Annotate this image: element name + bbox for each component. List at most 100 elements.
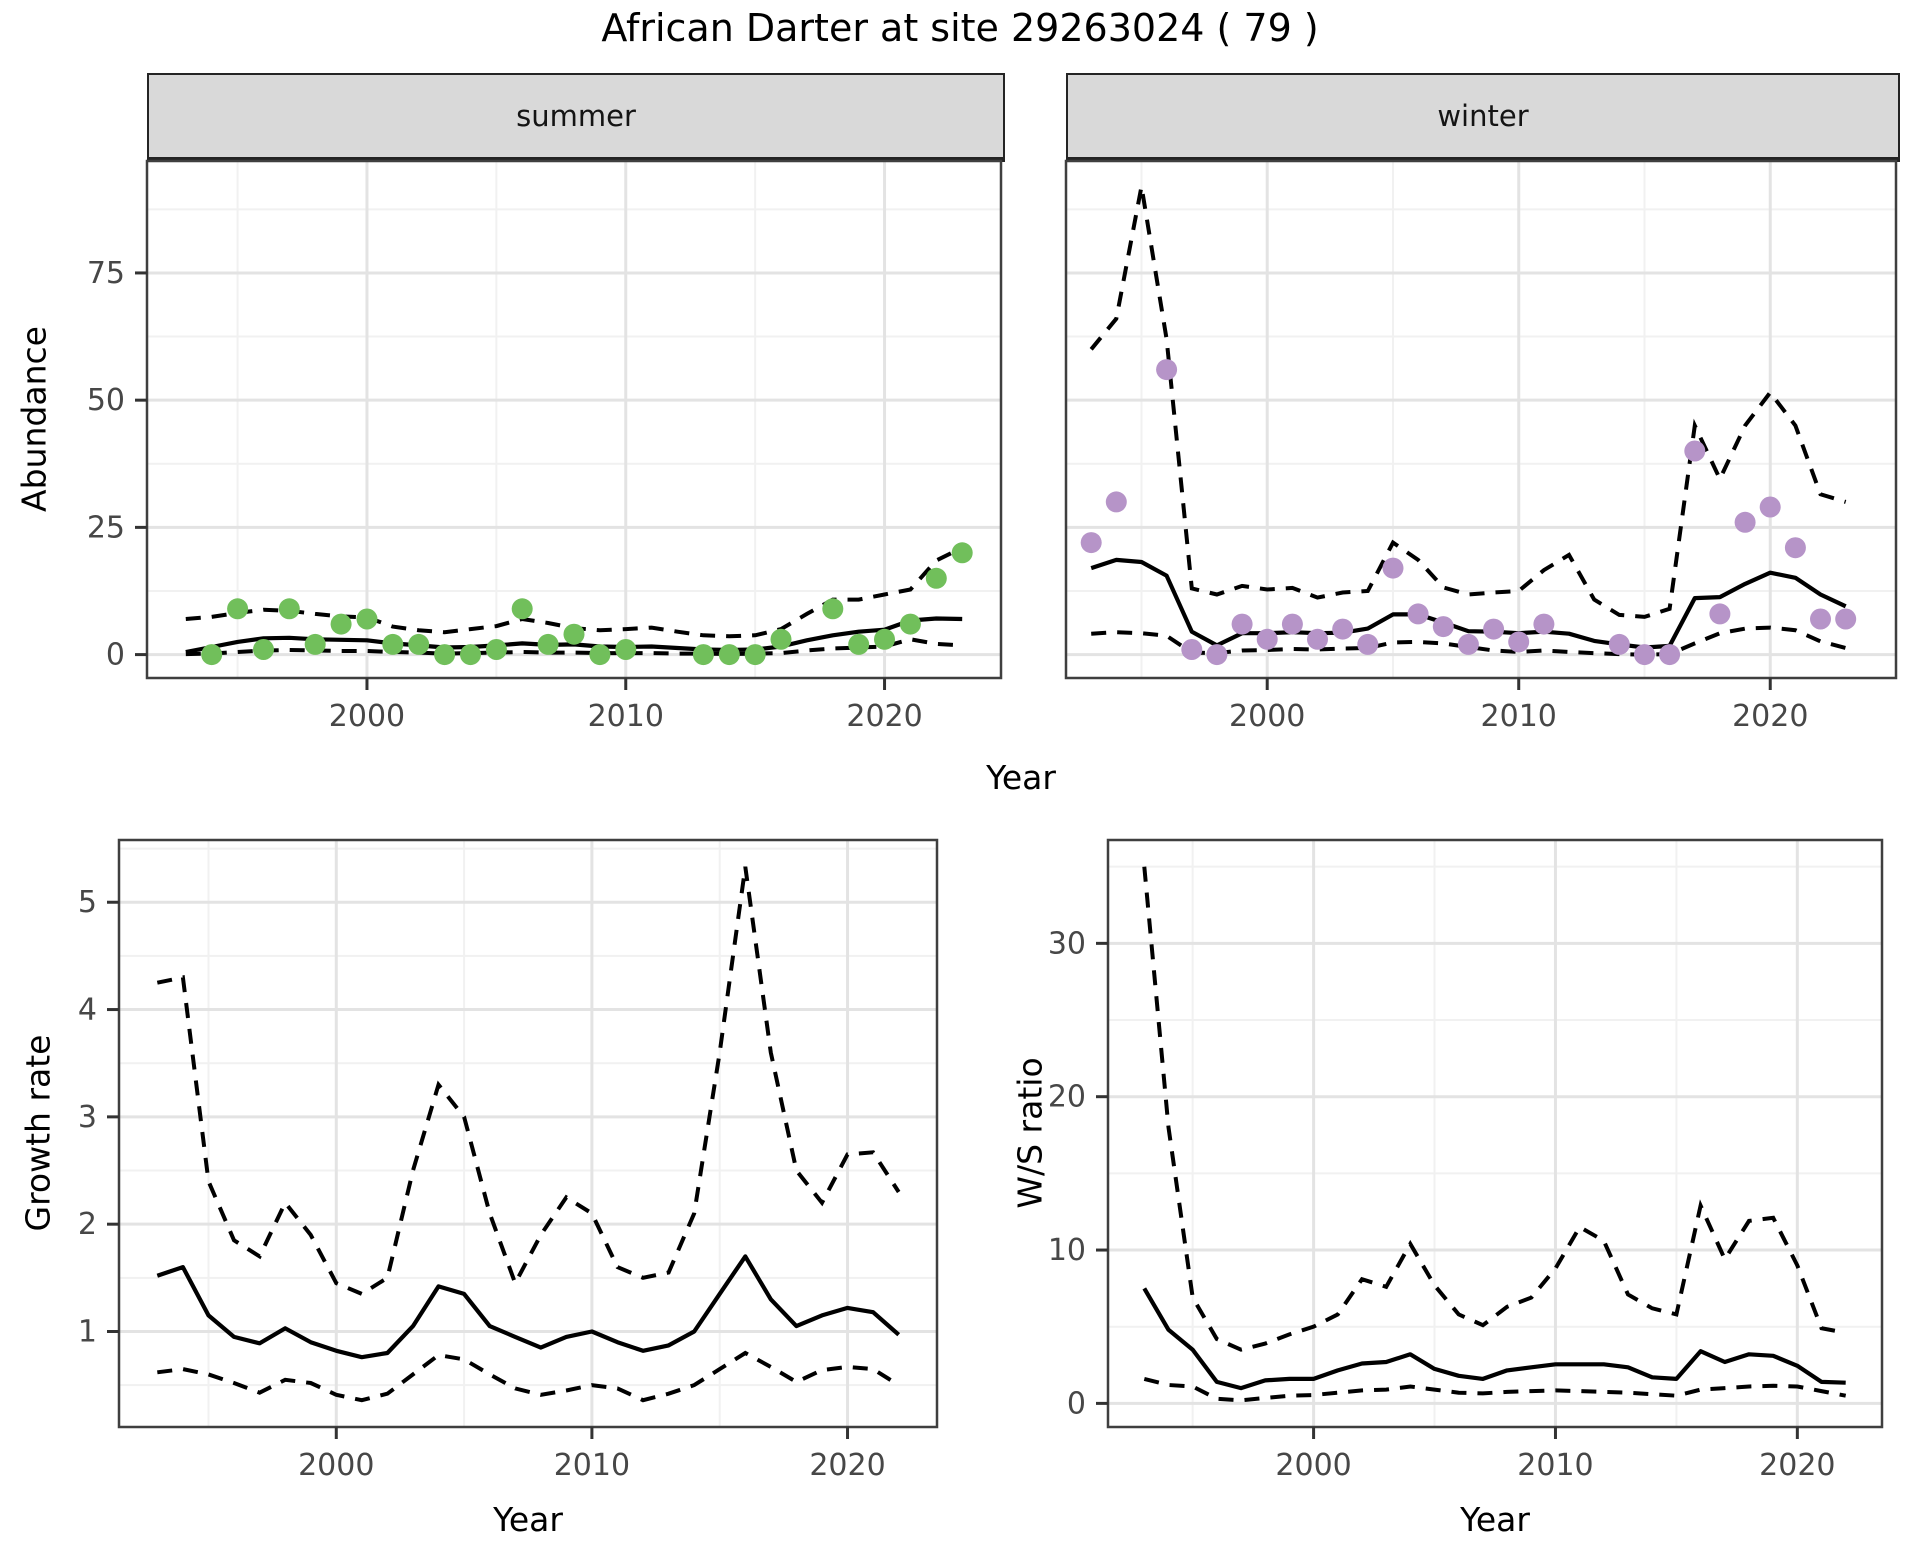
growth-y-tick-label: 5 [78, 885, 97, 920]
winter-point [1231, 613, 1253, 635]
summer-y-tick-label: 75 [87, 256, 125, 291]
summer-point [434, 644, 456, 666]
winter-point [1634, 644, 1655, 666]
summer-point [899, 613, 921, 635]
summer-point [744, 644, 766, 666]
summer-point [770, 628, 792, 650]
summer-point [615, 639, 637, 660]
ws-y-tick-label: 0 [1067, 1386, 1086, 1421]
summer-point [253, 639, 274, 660]
summer-point [925, 567, 947, 589]
growth-x-tick-label: 2010 [554, 1448, 630, 1483]
winter-x-tick-label: 2010 [1481, 699, 1557, 734]
plot-title: African Darter at site 29263024 ( 79 ) [601, 6, 1319, 50]
growth-grid [119, 840, 937, 1427]
growth-y-tick-label: 2 [78, 1207, 97, 1242]
abundance-axis-title: Abundance [14, 326, 54, 512]
growth-lower-ci-line [157, 1350, 900, 1403]
ws-grid [1108, 840, 1882, 1427]
summer-point [511, 598, 533, 620]
summer-upper-ci-line [185, 545, 964, 639]
winter-point [1332, 618, 1354, 640]
growth-chart: 2000 2010 2020 1 2 3 4 5 [78, 838, 939, 1483]
winter-point [1483, 618, 1505, 640]
ws-mean-line [1142, 1287, 1846, 1391]
summer-point [848, 633, 870, 655]
winter-point [1734, 511, 1756, 533]
ws-lower-ci-line [1143, 1376, 1847, 1403]
summer-point [201, 644, 223, 666]
winter-grid [1066, 161, 1896, 678]
summer-point [822, 598, 844, 620]
summer-point [227, 598, 249, 620]
winter-chart: 2000 2010 2020 [1064, 159, 1898, 734]
summer-y-tick-label: 0 [106, 638, 125, 673]
ws-x-tick-label: 2010 [1517, 1448, 1593, 1483]
ws-upper-ci-line [1142, 866, 1847, 1352]
summer-point [408, 633, 430, 655]
summer-grid [147, 161, 1001, 678]
facet-strip-summer-label: summer [516, 99, 636, 133]
winter-x-tick-label: 2020 [1732, 699, 1808, 734]
winter-point [1432, 616, 1454, 638]
summer-point [330, 613, 352, 635]
winter-point [1181, 639, 1203, 660]
summer-point [537, 633, 559, 655]
winter-point [1105, 491, 1127, 513]
winter-point [1608, 633, 1630, 655]
facet-strip-winter-label: winter [1437, 99, 1529, 133]
summer-point [692, 644, 714, 666]
winter-point [1357, 633, 1379, 655]
summer-y-tick-label: 50 [87, 383, 125, 418]
growth-year-axis-title: Year [493, 1500, 563, 1539]
ws-series [1142, 866, 1847, 1403]
winter-point [1206, 644, 1228, 666]
winter-data-points [1080, 359, 1857, 666]
summer-series [185, 542, 973, 666]
growth-x-tick-label: 2000 [298, 1448, 374, 1483]
growth-upper-ci-line [156, 866, 901, 1297]
growth-series [156, 866, 901, 1403]
ws-year-axis-title: Year [1460, 1500, 1530, 1539]
winter-point [1835, 608, 1857, 630]
summer-point [589, 644, 611, 666]
ws-panel-border [1106, 838, 1884, 1429]
summer-point [460, 644, 481, 666]
growth-panel-border [117, 838, 939, 1429]
growth-y-tick-label: 1 [78, 1314, 97, 1349]
winter-point [1256, 628, 1278, 650]
ws-y-tick-label: 10 [1048, 1233, 1086, 1268]
summer-point [718, 644, 740, 666]
winter-point [1659, 644, 1681, 666]
summer-point [304, 633, 326, 655]
winter-point [1382, 557, 1404, 579]
summer-chart: 2000 2010 2020 0 25 50 75 [87, 159, 1003, 734]
winter-point [1156, 359, 1178, 381]
winter-point [1080, 532, 1102, 554]
summer-point [356, 608, 378, 630]
summer-x-tick-label: 2010 [588, 699, 664, 734]
winter-panel-border [1064, 159, 1898, 680]
summer-axis-ticks: 2000 2010 2020 0 25 50 75 [87, 256, 923, 734]
ws-y-tick-label: 30 [1048, 926, 1086, 961]
winter-point [1784, 537, 1806, 559]
winter-point [1407, 603, 1429, 625]
summer-y-tick-label: 25 [87, 510, 125, 545]
growth-x-tick-label: 2020 [809, 1448, 885, 1483]
growth-y-tick-label: 4 [78, 993, 97, 1028]
summer-point [874, 628, 895, 650]
summer-point [563, 623, 585, 645]
ws-chart: 2000 2010 2020 0 10 20 30 [1048, 838, 1884, 1483]
winter-point [1508, 631, 1530, 653]
growth-y-tick-label: 3 [78, 1100, 97, 1135]
summer-point [278, 598, 300, 620]
winter-axis-ticks: 2000 2010 2020 [1229, 678, 1808, 734]
ws-axis-ticks: 2000 2010 2020 0 10 20 30 [1048, 926, 1836, 1483]
winter-point [1457, 633, 1479, 655]
summer-x-tick-label: 2000 [329, 699, 405, 734]
ws-ratio-axis-title: W/S ratio [1010, 1057, 1050, 1209]
winter-point [1307, 628, 1328, 650]
winter-point [1684, 440, 1706, 462]
